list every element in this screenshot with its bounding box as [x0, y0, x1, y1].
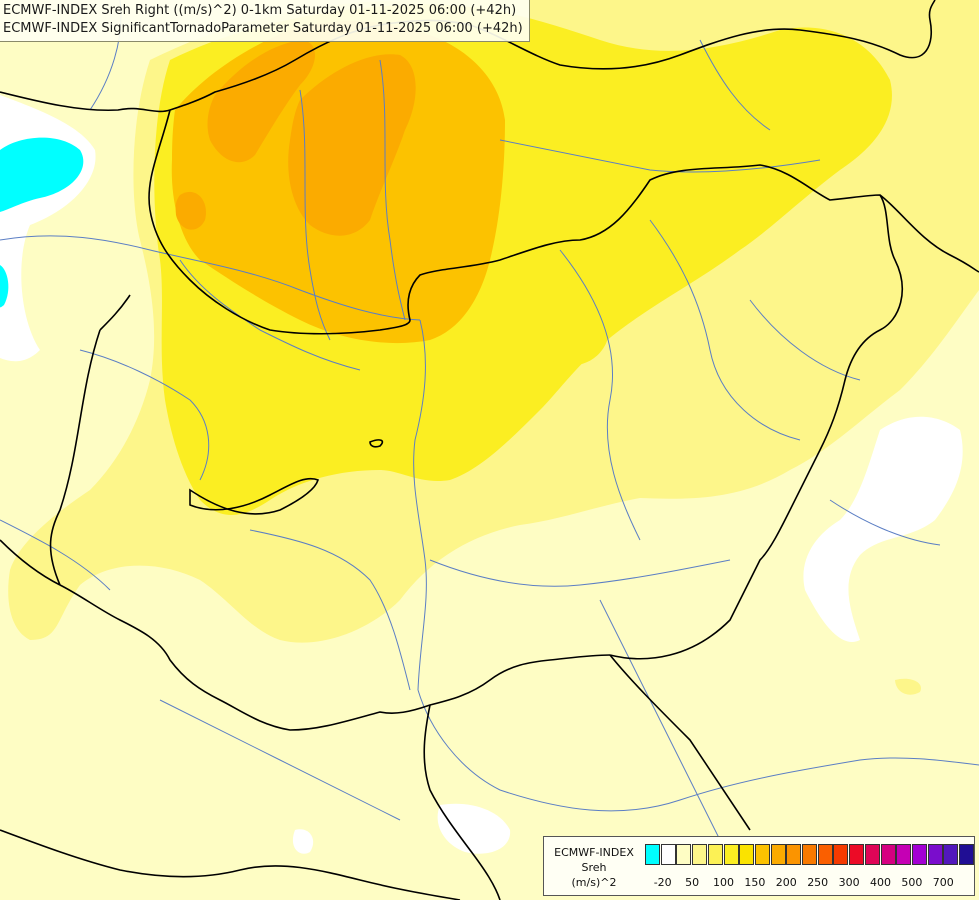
- map-title-line1: ECMWF-INDEX Sreh Right ((m/s)^2) 0-1km S…: [3, 3, 517, 18]
- legend-swatch: [660, 844, 676, 865]
- map-title-line2: ECMWF-INDEX SignificantTornadoParameter …: [3, 21, 523, 36]
- legend-swatch: [770, 844, 786, 865]
- legend-tick-label: 200: [775, 876, 797, 889]
- legend-tick-label: -20: [653, 876, 672, 889]
- legend-swatch: [864, 844, 880, 865]
- legend-swatch: [911, 844, 927, 865]
- legend-swatch: [723, 844, 739, 865]
- legend-tick-label: 150: [744, 876, 766, 889]
- legend-swatch: [959, 844, 974, 865]
- legend-swatch: [754, 844, 770, 865]
- map-title-box: ECMWF-INDEX Sreh Right ((m/s)^2) 0-1km S…: [0, 0, 530, 42]
- legend-tick-label: 300: [838, 876, 860, 889]
- legend-swatch: [880, 844, 896, 865]
- legend-swatch: [833, 844, 849, 865]
- legend-tick-label: 500: [901, 876, 923, 889]
- legend-swatch: [849, 844, 865, 865]
- legend-swatch: [943, 844, 959, 865]
- legend-tick-label: 700: [932, 876, 954, 889]
- legend-swatch: [692, 844, 708, 865]
- legend-swatch: [676, 844, 692, 865]
- legend-swatch: [896, 844, 912, 865]
- legend-header: ECMWF-INDEX Sreh (m/s)^2: [548, 845, 640, 890]
- legend-unit: (m/s)^2: [571, 876, 617, 889]
- legend-swatch: [707, 844, 723, 865]
- legend-tick-label: 250: [807, 876, 829, 889]
- legend-swatch: [927, 844, 943, 865]
- color-legend: ECMWF-INDEX Sreh (m/s)^2 -20 50 100 150 200 2…: [543, 836, 975, 896]
- legend-tick-label: 400: [870, 876, 891, 889]
- legend-tick-label: 100: [713, 876, 734, 889]
- legend-source: ECMWF-INDEX: [554, 846, 634, 859]
- legend-swatch: [817, 844, 833, 865]
- legend-variable: Sreh: [581, 861, 607, 874]
- legend-swatch: [786, 844, 802, 865]
- legend-swatch: [645, 844, 660, 865]
- legend-swatch: [739, 844, 755, 865]
- legend-swatch: [802, 844, 817, 865]
- legend-tick-label: 50: [685, 876, 700, 889]
